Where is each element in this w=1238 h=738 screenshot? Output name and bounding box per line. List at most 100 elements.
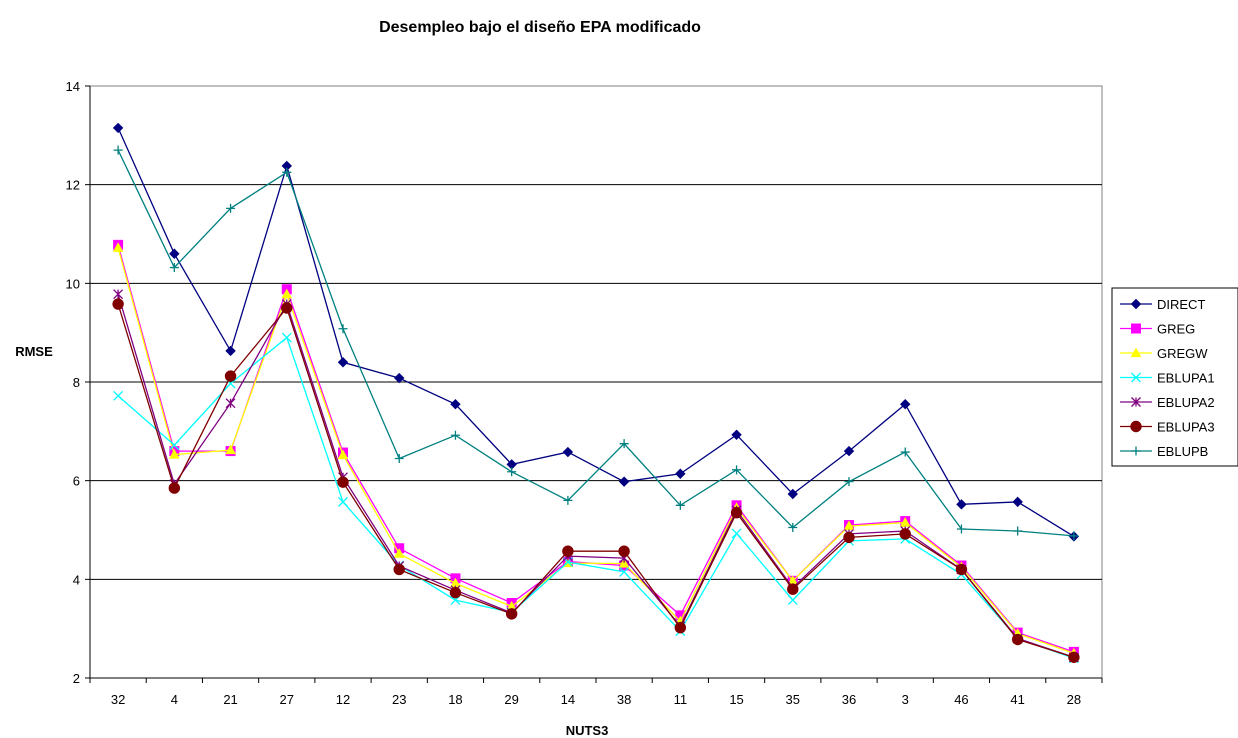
y-axis-title: RMSE [15,344,53,359]
gridlines [90,184,1102,580]
point-eblupb-18 [450,430,460,440]
x-tick-label-41: 41 [1010,692,1024,707]
point-eblupb-15 [732,465,742,475]
point-direct-18 [450,398,461,410]
point-eblupa3-38 [618,545,630,557]
legend-item-greg: GREG [1120,322,1195,337]
x-tick-label-14: 14 [561,692,575,707]
x-tick-label-38: 38 [617,692,631,707]
point-eblupa3-46 [955,563,968,576]
x-tick-label-4: 4 [171,692,178,707]
point-direct-11 [675,468,686,479]
point-direct-15 [731,429,742,440]
point-eblupb-38 [619,439,629,449]
point-eblupa3-15 [730,507,743,519]
point-eblupa3-32 [112,298,124,310]
y-tick-label-8: 8 [73,375,80,390]
x-tick-label-23: 23 [392,692,406,707]
point-direct-14 [562,446,574,458]
x-tick-label-3: 3 [902,692,909,707]
y-tick-label-6: 6 [73,474,80,489]
point-gregw-38 [618,558,630,568]
point-eblupb-46 [956,524,966,534]
point-direct-38 [618,476,630,487]
point-eblupa1-35 [787,595,798,606]
series-line-eblupa2 [117,294,1075,658]
x-tick-label-28: 28 [1067,692,1081,707]
legend-label-direct: DIRECT [1157,297,1205,312]
point-eblupa3-27 [281,302,293,314]
legend-item-eblupa1: EBLUPA1 [1120,371,1215,386]
point-eblupb-23 [394,453,404,463]
point-direct-12 [337,357,349,368]
point-direct-32 [112,122,124,134]
x-tick-label-32: 32 [111,692,125,707]
legend-label-greg: GREG [1157,322,1195,337]
legend-item-gregw: GREGW [1120,346,1208,361]
point-gregw-3 [899,517,911,527]
point-eblupa3-21 [224,370,237,382]
point-eblupa2-32 [113,289,124,300]
point-eblupa1-32 [113,390,124,401]
point-eblupb-3 [900,447,910,457]
legend-label-gregw: GREGW [1157,346,1208,361]
point-eblupa3-4 [168,482,181,494]
legend-label-eblupb: EBLUPB [1157,444,1208,459]
point-eblupa3-29 [505,608,518,620]
series-line-eblupb [117,149,1074,537]
x-tick-label-21: 21 [223,692,237,707]
point-gregw-4 [168,448,180,459]
point-direct-3 [900,398,911,410]
point-eblupa2-21 [225,398,236,409]
point-gregw-32 [112,242,124,252]
point-eblupb-35 [788,523,798,533]
legend: DIRECT GREG GREGW EBLUPA1 EBLUPA2 EBLUPA3 EBLU… [1111,287,1238,467]
point-eblupa1-12 [338,496,348,507]
point-eblupb-11 [675,500,685,510]
legend-item-eblupa3: EBLUPA3 [1120,420,1215,435]
legend-label-eblupa3: EBLUPA3 [1157,420,1215,435]
point-direct-4 [169,248,180,259]
legend-item-eblupb: EBLUPB [1120,444,1208,459]
point-eblupb-29 [507,467,517,477]
x-tick-label-35: 35 [786,692,800,707]
x-tick-label-15: 15 [729,692,743,707]
point-direct-41 [1012,496,1023,508]
series-group [112,122,1080,664]
legend-label-eblupa1: EBLUPA1 [1157,371,1215,386]
x-tick-label-27: 27 [280,692,294,707]
point-eblupb-32 [113,145,123,155]
chart-title: Desempleo bajo el diseño EPA modificado [379,19,701,36]
point-eblupa3-14 [562,545,574,557]
legend-marker-eblupb [1131,446,1141,456]
series-line-eblupa3 [117,303,1075,658]
point-direct-21 [225,345,236,357]
legend-item-direct: DIRECT [1120,297,1205,312]
x-tick-label-36: 36 [842,692,856,707]
series-eblupb [113,145,1079,541]
y-tick-label-14: 14 [66,79,80,94]
point-eblupa3-28 [1068,651,1080,663]
y-tick-label-2: 2 [73,671,80,686]
point-gregw-23 [393,548,405,558]
legend-marker-eblupa1 [1131,372,1141,383]
point-eblupb-4 [169,263,179,273]
point-gregw-21 [225,444,236,455]
point-direct-36 [843,445,855,457]
point-eblupa3-12 [337,476,349,488]
legend-marker-gregw [1130,347,1142,358]
point-eblupb-41 [1013,526,1023,536]
series-line-eblupa1 [117,336,1075,659]
point-eblupb-27 [282,167,292,177]
point-direct-23 [394,372,405,384]
point-eblupa3-18 [449,586,462,599]
point-eblupa3-36 [843,531,855,544]
point-gregw-12 [337,449,349,460]
x-tick-label-18: 18 [448,692,462,707]
point-eblupa3-3 [899,528,911,540]
point-eblupa1-27 [281,332,292,343]
point-direct-35 [787,488,798,500]
legend-marker-eblupa3 [1130,420,1142,433]
point-eblupa3-35 [787,583,799,595]
